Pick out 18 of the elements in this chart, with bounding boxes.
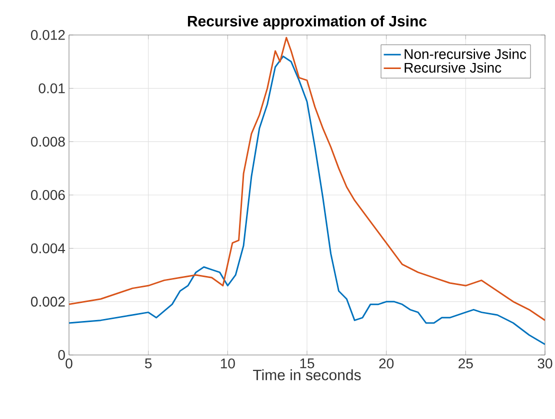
y-tick-label: 0.004 — [30, 243, 66, 254]
x-axis-title: Time in seconds — [253, 369, 361, 380]
x-tick-label: 10 — [220, 358, 235, 368]
y-tick-label: 0.006 — [30, 190, 65, 200]
x-tick-label: 20 — [379, 358, 394, 368]
y-tick-label: 0.008 — [30, 136, 65, 147]
chart-title: Recursive approximation of Jsinc — [188, 15, 427, 30]
y-tick-label: 0 — [58, 350, 65, 360]
legend-label: Non-recursive Jsinc — [404, 48, 526, 60]
x-tick-label: 30 — [538, 358, 552, 368]
y-tick-label: 0.01 — [38, 83, 65, 94]
x-tick-label: 15 — [300, 358, 314, 368]
y-tick-label: 0.002 — [30, 296, 65, 307]
x-tick-label: 25 — [458, 358, 473, 368]
legend-label: Recursive Jsinc — [404, 62, 502, 73]
y-tick-label: 0.012 — [30, 30, 65, 40]
x-tick-label: 5 — [145, 358, 152, 368]
x-tick-label: 0 — [66, 358, 72, 368]
